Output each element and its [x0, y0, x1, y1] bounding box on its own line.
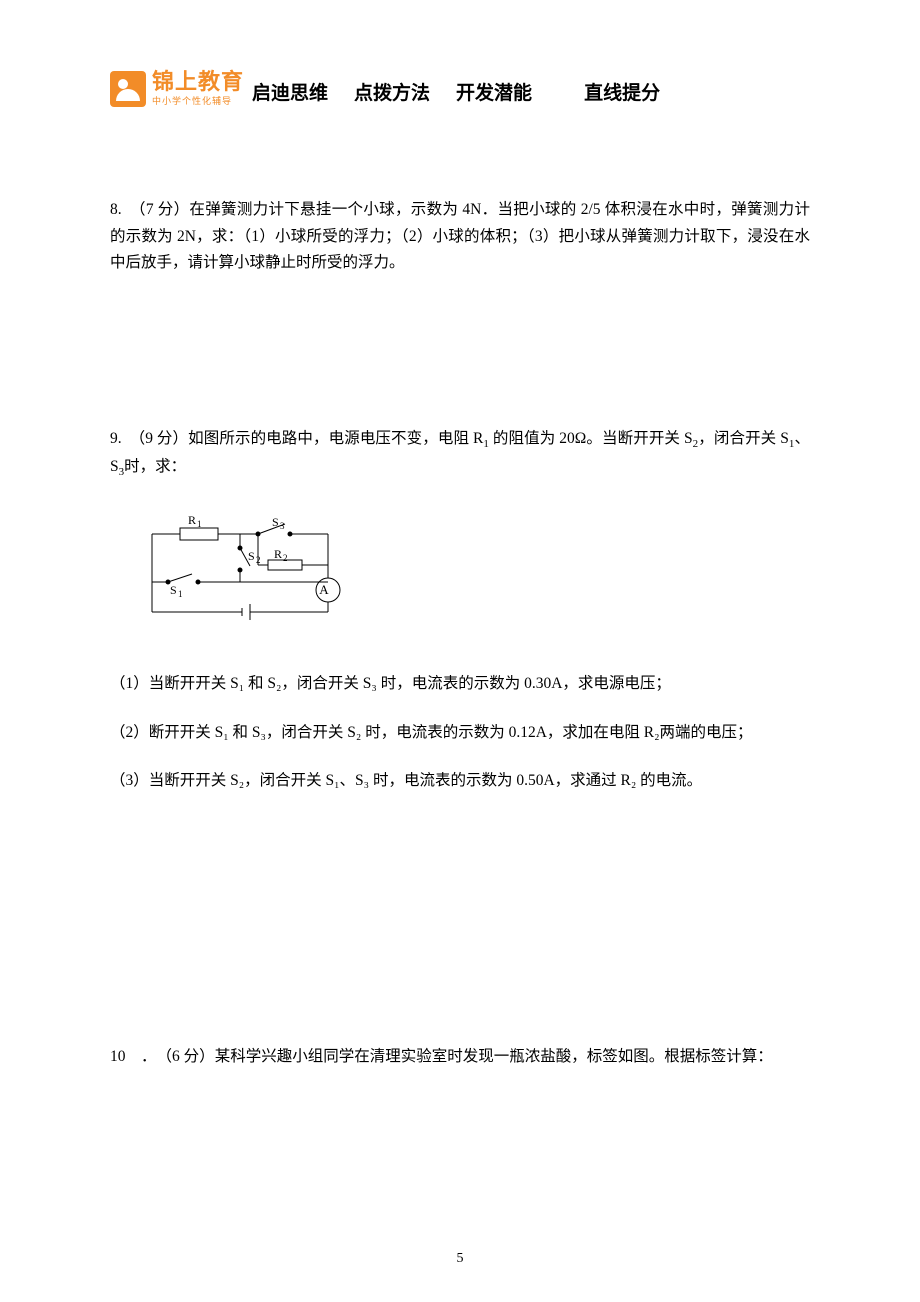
tagline-item: 启迪思维: [252, 78, 328, 105]
logo-icon: [110, 71, 146, 107]
problem-8: 8. （7 分）在弹簧测力计下悬挂一个小球，示数为 4N．当把小球的 2/5 体…: [110, 197, 810, 276]
problem-points: （7 分）: [138, 201, 190, 218]
problem-body: 某科学兴趣小组同学在清理实验室时发现一瓶浓盐酸，标签如图。根据标签计算：: [215, 1048, 773, 1065]
problem-9-intro: 9. （9 分）如图所示的电路中，电源电压不变，电阻 R1 的阻值为 20Ω。当…: [110, 426, 810, 482]
problem-10-text: 10 ． （6 分）某科学兴趣小组同学在清理实验室时发现一瓶浓盐酸，标签如图。根…: [110, 1044, 810, 1070]
tagline: 启迪思维 点拨方法 开发潜能 直线提分: [252, 78, 660, 107]
problem-body: 时，求：: [124, 458, 186, 475]
svg-text:R: R: [274, 547, 282, 561]
svg-text:1: 1: [178, 589, 183, 599]
problem-points: （9 分）: [137, 430, 188, 447]
page-number: 5: [0, 1251, 920, 1267]
problem-9-q2: （2）断开开关 S₁ 和 S₃，闭合开关 S₂ 时，电流表的示数为 0.12A，…: [110, 720, 810, 746]
page-header: 锦上教育 中小学个性化辅导 启迪思维 点拨方法 开发潜能 直线提分: [110, 70, 810, 107]
problem-number: 8.: [110, 201, 122, 218]
brand-logo: 锦上教育 中小学个性化辅导: [110, 70, 244, 107]
svg-text:2: 2: [256, 555, 261, 565]
problem-body: 的阻值为 20Ω。当断开开关 S: [489, 430, 693, 447]
separator: ．: [141, 1048, 149, 1065]
problem-9-q1: （1）当断开开关 S₁ 和 S₂，闭合开关 S₃ 时，电流表的示数为 0.30A…: [110, 671, 810, 697]
tagline-item: 点拨方法: [354, 78, 430, 105]
tagline-item: 开发潜能: [456, 78, 532, 105]
problem-body: 如图所示的电路中，电源电压不变，电阻 R: [188, 430, 483, 447]
problem-number: 9.: [110, 430, 122, 447]
problem-points: （6 分）: [164, 1048, 214, 1065]
logo-subtitle: 中小学个性化辅导: [152, 94, 244, 107]
svg-text:2: 2: [283, 553, 288, 563]
problem-9-q3: （3）当断开开关 S₂，闭合开关 S₁、S₃ 时，电流表的示数为 0.50A，求…: [110, 768, 810, 794]
problem-number: 10: [110, 1048, 126, 1065]
svg-text:S: S: [272, 515, 279, 529]
svg-text:3: 3: [280, 521, 285, 531]
page-content: 8. （7 分）在弹簧测力计下悬挂一个小球，示数为 4N．当把小球的 2/5 体…: [110, 197, 810, 1070]
svg-text:1: 1: [197, 519, 202, 529]
problem-8-text: 8. （7 分）在弹簧测力计下悬挂一个小球，示数为 4N．当把小球的 2/5 体…: [110, 197, 810, 276]
circuit-diagram: R1 S3 S2 R2 S1 A: [130, 512, 810, 641]
problem-10: 10 ． （6 分）某科学兴趣小组同学在清理实验室时发现一瓶浓盐酸，标签如图。根…: [110, 1044, 810, 1070]
svg-text:S: S: [170, 583, 177, 597]
problem-9: 9. （9 分）如图所示的电路中，电源电压不变，电阻 R 1 的阻值为 20Ω。当…: [110, 426, 810, 794]
svg-text:R: R: [188, 513, 196, 527]
problem-body: 在弹簧测力计下悬挂一个小球，示数为 4N．当把小球的 2/5 体积浸在水中时，弹…: [110, 201, 810, 271]
problem-body: ，闭合开关 S: [698, 430, 789, 447]
svg-text:S: S: [248, 549, 255, 563]
svg-text:A: A: [319, 582, 329, 597]
tagline-item: 直线提分: [584, 78, 660, 105]
logo-name: 锦上教育: [152, 70, 244, 94]
